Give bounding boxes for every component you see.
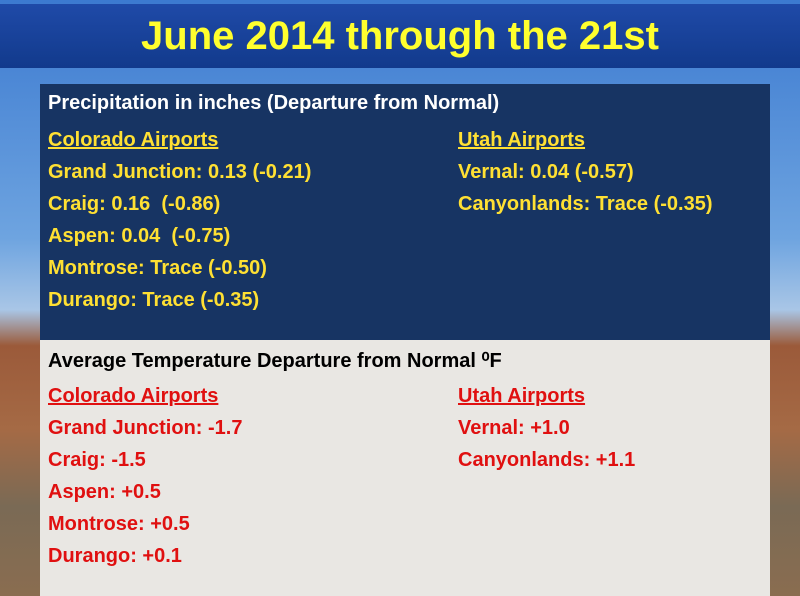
column: Utah Airports Vernal: 0.04 (-0.57) Canyonl… bbox=[458, 124, 713, 220]
column-header: Utah Airports bbox=[458, 129, 586, 151]
item: Grand Junction: 0.13 (-0.21) bbox=[48, 161, 312, 183]
item: Grand Junction: -1.7 bbox=[48, 417, 243, 439]
column-header: Utah Airports bbox=[458, 385, 586, 407]
item: Craig: -1.5 bbox=[48, 449, 146, 471]
title: June 2014 through the 21st bbox=[0, 4, 800, 68]
item: Durango: Trace (-0.35) bbox=[48, 289, 260, 311]
item: Aspen: 0.04 (-0.75) bbox=[48, 225, 231, 247]
item: Canyonlands: +1.1 bbox=[458, 449, 636, 471]
item: Vernal: 0.04 (-0.57) bbox=[458, 161, 634, 183]
column-header: Colorado Airports bbox=[48, 129, 219, 151]
item: Craig: 0.16 (-0.86) bbox=[48, 193, 221, 215]
heading: Precipitation in inches (Departure from … bbox=[48, 92, 500, 114]
column: Colorado Airports Grand Junction: -1.7 Cra… bbox=[48, 380, 242, 572]
column: Colorado Airports Grand Junction: 0.13 (-… bbox=[48, 124, 311, 316]
column-header: Colorado Airports bbox=[48, 385, 219, 407]
item: Canyonlands: Trace (-0.35) bbox=[458, 193, 713, 215]
column: Utah Airports Vernal: +1.0 Canyonlands: +1… bbox=[458, 380, 635, 476]
temperature-box: Average Temperature Departure from Norma… bbox=[40, 340, 770, 596]
item: Durango: +0.1 bbox=[48, 545, 182, 567]
item: Montrose: +0.5 bbox=[48, 513, 190, 535]
precipitation-box: Precipitation in inches (Departure from … bbox=[40, 84, 770, 340]
item: Vernal: +1.0 bbox=[458, 417, 570, 439]
item: Montrose: Trace (-0.50) bbox=[48, 257, 267, 279]
item: Aspen: +0.5 bbox=[48, 481, 161, 503]
heading: Average Temperature Departure from Norma… bbox=[48, 350, 502, 372]
